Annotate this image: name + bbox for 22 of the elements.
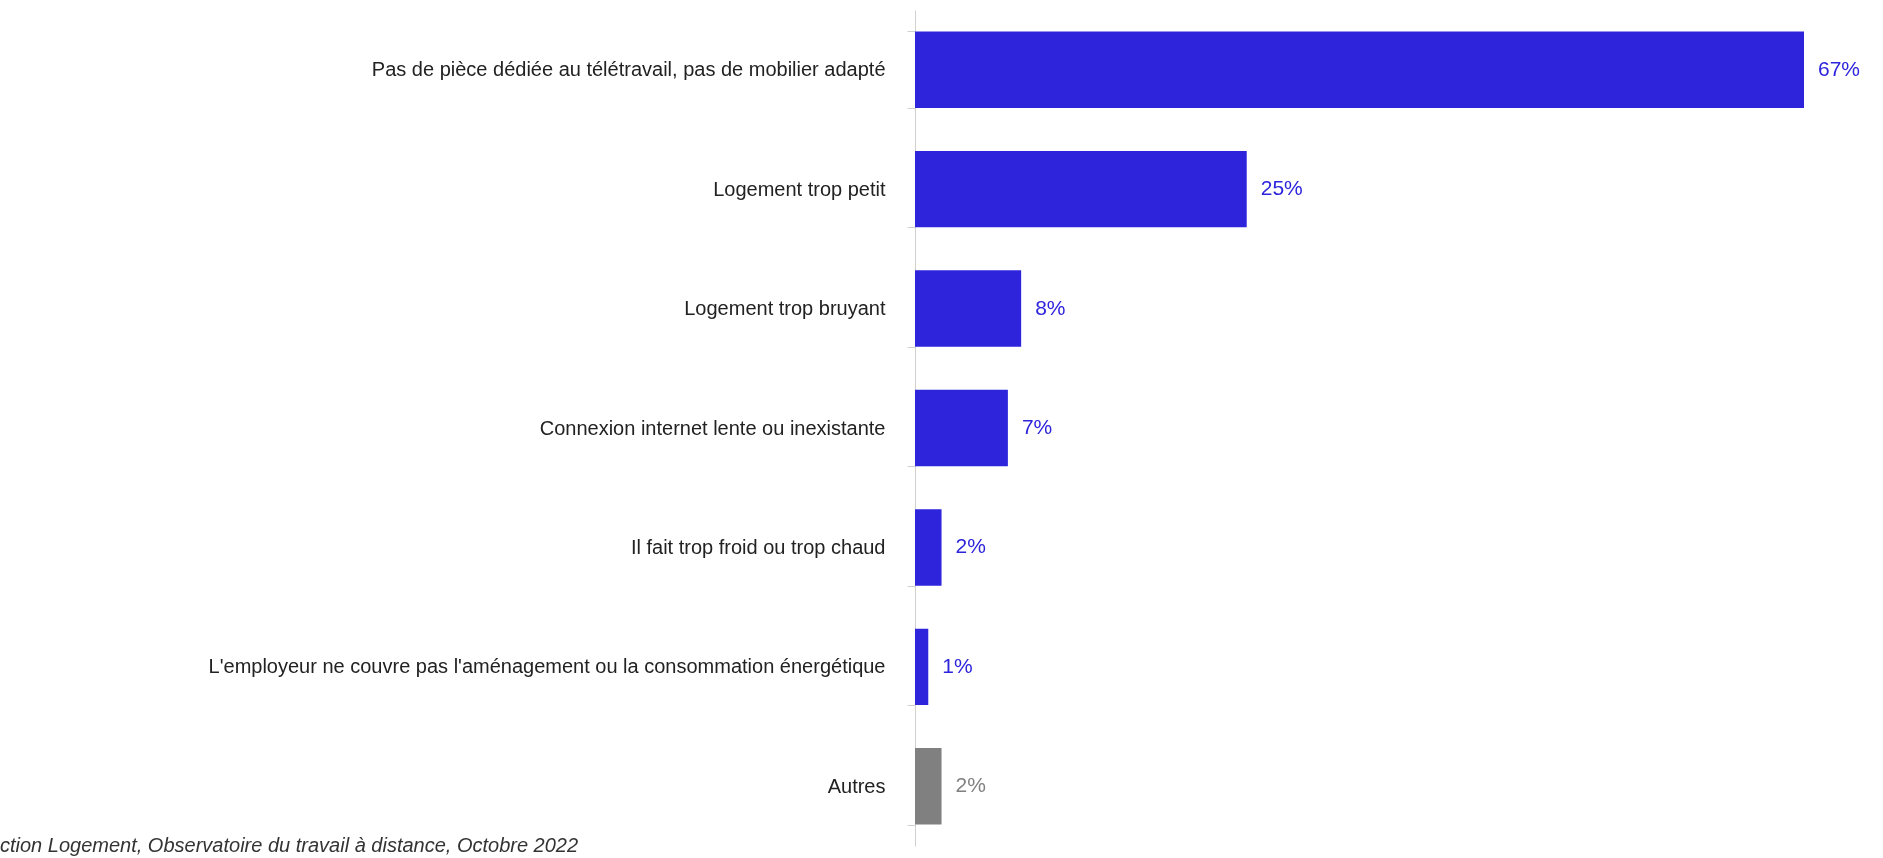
y-tick-label: Pas de pièce dédiée au télétravail, pas de mobilier adapté — [371, 58, 886, 81]
text: ction Logement, Observatoire du travail à distance, Octobre 2022 — [0, 834, 579, 856]
bar — [915, 628, 929, 706]
data-label: 2% — [955, 773, 986, 797]
bar — [915, 150, 1247, 228]
y-tick-label: Connexion internet lente ou inexistante — [539, 416, 886, 439]
bar — [915, 509, 942, 586]
y-tick-label: Logement trop bruyant — [684, 297, 886, 320]
bar — [915, 389, 1008, 467]
bar — [915, 270, 1022, 347]
y-tick-label: Autres — [827, 774, 886, 797]
data-label: 67% — [1818, 56, 1861, 80]
data-label: 1% — [942, 653, 973, 677]
data-label: 25% — [1260, 176, 1303, 200]
y-tick-label: L'employeur ne couvre pas l'aménagement ou la consommation énergétique — [208, 655, 886, 678]
data-label: 8% — [1035, 295, 1066, 319]
bar — [915, 31, 1804, 108]
data-label: 2% — [955, 534, 986, 558]
data-label: 7% — [1021, 415, 1053, 438]
y-tick-label: Logement trop petit — [713, 177, 886, 200]
y-tick-label: Il fait trop froid ou trop chaud — [630, 535, 886, 558]
bar — [915, 748, 942, 825]
